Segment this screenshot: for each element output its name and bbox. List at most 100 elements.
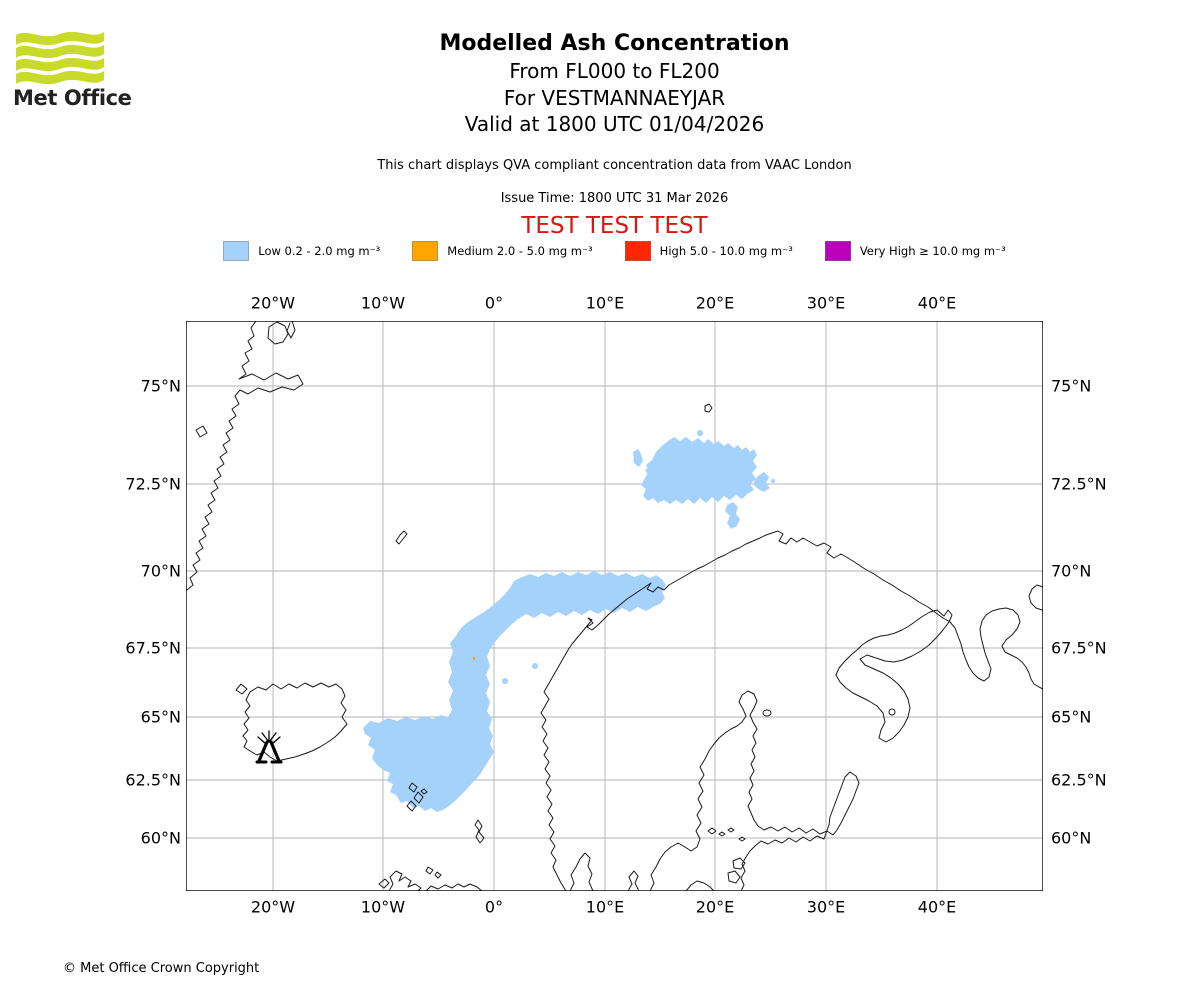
coastline-path: [1028, 584, 1043, 611]
logo-wave-stripe: [16, 70, 104, 85]
axis-tick-label: 0°: [484, 897, 504, 917]
chart-subtitle-flight-levels: From FL000 to FL200: [509, 59, 720, 83]
legend-swatch-very-high: [824, 241, 851, 261]
coastline-path: [727, 870, 741, 884]
axis-tick-label: 20°E: [695, 293, 735, 313]
copyright-text: © Met Office Crown Copyright: [63, 961, 260, 976]
coastline-path: [835, 609, 953, 743]
coastline-path: [425, 866, 442, 879]
logo-wave-stripe: [16, 31, 104, 46]
axis-tick-label: 75°N: [140, 376, 181, 396]
axis-tick-label: 70°N: [1051, 561, 1092, 581]
legend-label-high: High 5.0 - 10.0 mg m⁻³: [659, 244, 793, 258]
chart-subtitle-volcano: For VESTMANNAEYJAR: [503, 85, 726, 110]
logo-wave-stripe: [16, 44, 104, 59]
axis-tick-label: 75°N: [1051, 376, 1092, 396]
axis-tick-label: 10°W: [360, 293, 406, 313]
legend-item-low: Low 0.2 - 2.0 mg m⁻³: [223, 241, 380, 261]
ash-area-low: [641, 437, 757, 504]
axis-tick-label: 20°E: [695, 897, 735, 917]
axis-tick-label: 72.5°N: [125, 474, 181, 494]
coastline-path: [888, 708, 896, 716]
test-banner: TEST TEST TEST: [521, 213, 708, 239]
axis-tick-label: 70°N: [140, 561, 181, 581]
logo-wave-stripe: [16, 57, 104, 72]
axis-tick-label: 0°: [484, 293, 504, 313]
volcano-icon-stroke: [257, 736, 267, 745]
volcano-icon-stroke: [268, 732, 277, 743]
ash-dot-low: [645, 485, 649, 489]
ash-dot-low: [697, 430, 703, 436]
coastline-path: [186, 321, 304, 591]
coastline-path: [649, 690, 860, 891]
legend-swatch-medium: [412, 241, 439, 261]
coastline-path: [425, 883, 483, 891]
coastline-path: [685, 880, 715, 891]
axis-tick-label: 62.5°N: [1051, 770, 1107, 790]
coastline-path: [474, 819, 485, 844]
axis-tick-label: 67.5°N: [125, 638, 181, 658]
coastline-path: [395, 530, 408, 545]
axis-tick-label: 30°E: [806, 293, 846, 313]
axis-tick-label: 10°W: [360, 897, 406, 917]
axis-tick-label: 65°N: [1051, 707, 1092, 727]
axis-tick-label: 40°E: [917, 897, 957, 917]
qva-note: This chart displays QVA compliant concen…: [377, 158, 852, 173]
coastline-path: [267, 321, 289, 345]
coastline-path: [388, 870, 422, 891]
volcano-icon: [255, 730, 283, 764]
ash-area-low: [363, 571, 666, 812]
legend-swatch-low: [223, 241, 250, 261]
coastline-path: [378, 878, 390, 889]
ash-area-low: [633, 449, 643, 467]
legend: Low 0.2 - 2.0 mg m⁻³ Medium 2.0 - 5.0 mg …: [186, 241, 1043, 261]
met-office-waves-icon: [16, 31, 104, 85]
coastline-path: [540, 530, 1043, 891]
coastline-path: [235, 683, 248, 695]
legend-swatch-high: [624, 241, 651, 261]
met-office-brand-text: Met Office: [13, 86, 132, 110]
map-area: [185, 320, 1044, 892]
ash-area-low: [753, 472, 770, 492]
axis-tick-label: 30°E: [806, 897, 846, 917]
legend-item-high: High 5.0 - 10.0 mg m⁻³: [624, 241, 793, 261]
coastline-path: [406, 782, 428, 812]
chart-title: Modelled Ash Concentration: [439, 31, 790, 56]
volcano-icon-stroke: [261, 732, 270, 743]
ash-dot-low: [502, 678, 508, 684]
legend-item-very-high: Very High ≥ 10.0 mg m⁻³: [824, 241, 1006, 261]
ash-dot-low: [771, 479, 775, 483]
volcano-icon-stroke: [271, 736, 281, 745]
ash-area-low: [645, 466, 653, 477]
chart-subtitle-valid-time: Valid at 1800 UTC 01/04/2026: [464, 112, 765, 136]
ash-dot-low: [532, 663, 538, 669]
axis-tick-label: 40°E: [917, 293, 957, 313]
axis-tick-label: 67.5°N: [1051, 638, 1107, 658]
coastline-path: [732, 857, 746, 870]
legend-label-very-high: Very High ≥ 10.0 mg m⁻³: [859, 244, 1006, 258]
axis-tick-label: 65°N: [140, 707, 181, 727]
volcano-icon-stroke: [257, 740, 269, 763]
coastline-path: [762, 709, 772, 717]
axis-tick-label: 72.5°N: [1051, 474, 1107, 494]
volcano-icon-stroke: [269, 740, 281, 763]
axis-tick-label: 60°N: [1051, 828, 1092, 848]
axis-tick-label: 60°N: [140, 828, 181, 848]
axis-tick-label: 20°W: [250, 293, 296, 313]
ash-area-low: [725, 502, 740, 529]
met-office-logo: [14, 27, 124, 89]
title-block: Modelled Ash Concentration From FL000 to…: [186, 30, 1043, 138]
legend-item-medium: Medium 2.0 - 5.0 mg m⁻³: [412, 241, 593, 261]
coastline-path: [569, 852, 594, 891]
ash-area-medium: [473, 657, 475, 660]
coastline-path: [627, 870, 640, 891]
map-svg: [185, 320, 1044, 892]
coastline-path: [195, 425, 208, 438]
map-layers: [186, 321, 1043, 891]
issue-time: Issue Time: 1800 UTC 31 Mar 2026: [500, 191, 729, 206]
legend-label-medium: Medium 2.0 - 5.0 mg m⁻³: [447, 244, 593, 258]
coastline-path: [707, 827, 746, 842]
axis-tick-label: 62.5°N: [125, 770, 181, 790]
coastline-path: [242, 682, 348, 762]
